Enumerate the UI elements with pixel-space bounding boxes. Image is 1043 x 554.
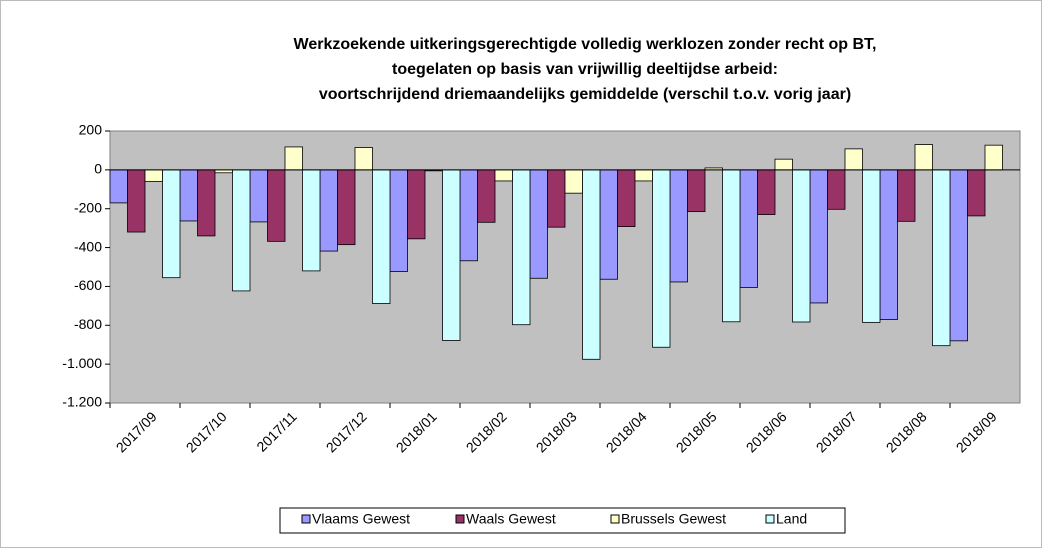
legend-swatch: [455, 514, 465, 524]
bar: [529, 169, 548, 279]
y-tick-label: -1.200: [62, 394, 102, 410]
bar: [949, 169, 968, 342]
bar: [582, 169, 601, 360]
y-tick-label: -1.000: [62, 355, 102, 371]
bar: [459, 169, 478, 262]
chart-title: voortschrijdend driemaandelijks gemiddel…: [319, 86, 851, 103]
bar: [634, 169, 653, 182]
bar: [879, 169, 898, 320]
bar: [477, 169, 496, 223]
bar: [232, 169, 251, 292]
y-tick-label: -800: [74, 316, 102, 332]
bar: [599, 169, 618, 280]
legend-swatch: [765, 514, 775, 524]
bar: [844, 148, 863, 171]
y-tick-label: -200: [74, 199, 102, 215]
bar: [512, 169, 531, 326]
legend-label: Brussels Gewest: [621, 511, 726, 527]
bar: [494, 169, 513, 182]
y-tick-label: 0: [94, 161, 102, 177]
legend: [279, 507, 846, 534]
bar: [652, 169, 671, 348]
bar: [302, 169, 321, 272]
bar: [617, 169, 636, 227]
bar: [162, 169, 181, 279]
y-tick-label: -400: [74, 238, 102, 254]
bar: [127, 169, 146, 233]
legend-label: Land: [776, 511, 807, 527]
bar: [722, 169, 741, 323]
bar: [757, 169, 776, 215]
bar: [792, 169, 811, 323]
legend-swatch: [610, 514, 620, 524]
bar: [372, 169, 391, 304]
bar: [739, 169, 758, 288]
chart-title: toegelaten op basis van vrijwillig deelt…: [392, 61, 778, 78]
y-tick-label: -600: [74, 277, 102, 293]
bar: [687, 169, 706, 213]
bar: [984, 144, 1003, 171]
bar: [547, 169, 566, 228]
legend-label: Waals Gewest: [466, 511, 556, 527]
bar: [249, 169, 268, 223]
bar: [774, 158, 793, 171]
bar: [669, 169, 688, 283]
bar: [564, 169, 583, 194]
bar: [862, 169, 881, 323]
bar: [267, 169, 286, 242]
chart-title: Werkzoekende uitkeringsgerechtigde volle…: [294, 36, 877, 53]
bar: [319, 169, 338, 252]
bar: [442, 169, 461, 341]
bar: [897, 169, 916, 222]
bar: [407, 169, 426, 240]
bar: [144, 169, 163, 182]
bar: [197, 169, 216, 237]
bar: [337, 169, 356, 246]
bar: [827, 169, 846, 210]
bar: [932, 169, 951, 347]
bar: [284, 146, 303, 171]
bar: [354, 147, 373, 171]
legend-label: Vlaams Gewest: [312, 511, 410, 527]
legend-swatch: [301, 514, 311, 524]
bar: [179, 169, 198, 222]
bar: [109, 169, 128, 204]
y-tick-label: 200: [79, 122, 103, 138]
bar: [967, 169, 986, 217]
bar: [389, 169, 408, 272]
bar: [914, 144, 933, 171]
bar: [809, 169, 828, 304]
